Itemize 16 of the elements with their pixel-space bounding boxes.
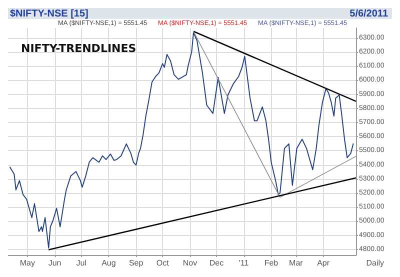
text: $NIFTY-NSE [15]	[10, 8, 88, 20]
x-tick-label: Jul	[76, 258, 87, 268]
x-tick-label: Nov	[182, 258, 198, 268]
x-tick-label: Sep	[128, 258, 144, 268]
x-tick-label: '11	[238, 258, 250, 268]
x-tick-label: Mar	[289, 258, 304, 268]
x-tick-label: Dec	[209, 258, 224, 268]
text: Daily	[366, 258, 384, 268]
x-tick-label: Apr	[317, 258, 330, 268]
x-tick-label: Aug	[102, 258, 116, 268]
x-tick-label: May	[20, 258, 35, 268]
x-tick-label: Jun	[48, 258, 62, 268]
x-tick-label: Oct	[156, 258, 170, 268]
x-tick-label: Feb	[264, 258, 279, 268]
text: 5/6/2011	[350, 8, 388, 20]
text: NIFTY-TRENDLINES	[21, 42, 136, 55]
